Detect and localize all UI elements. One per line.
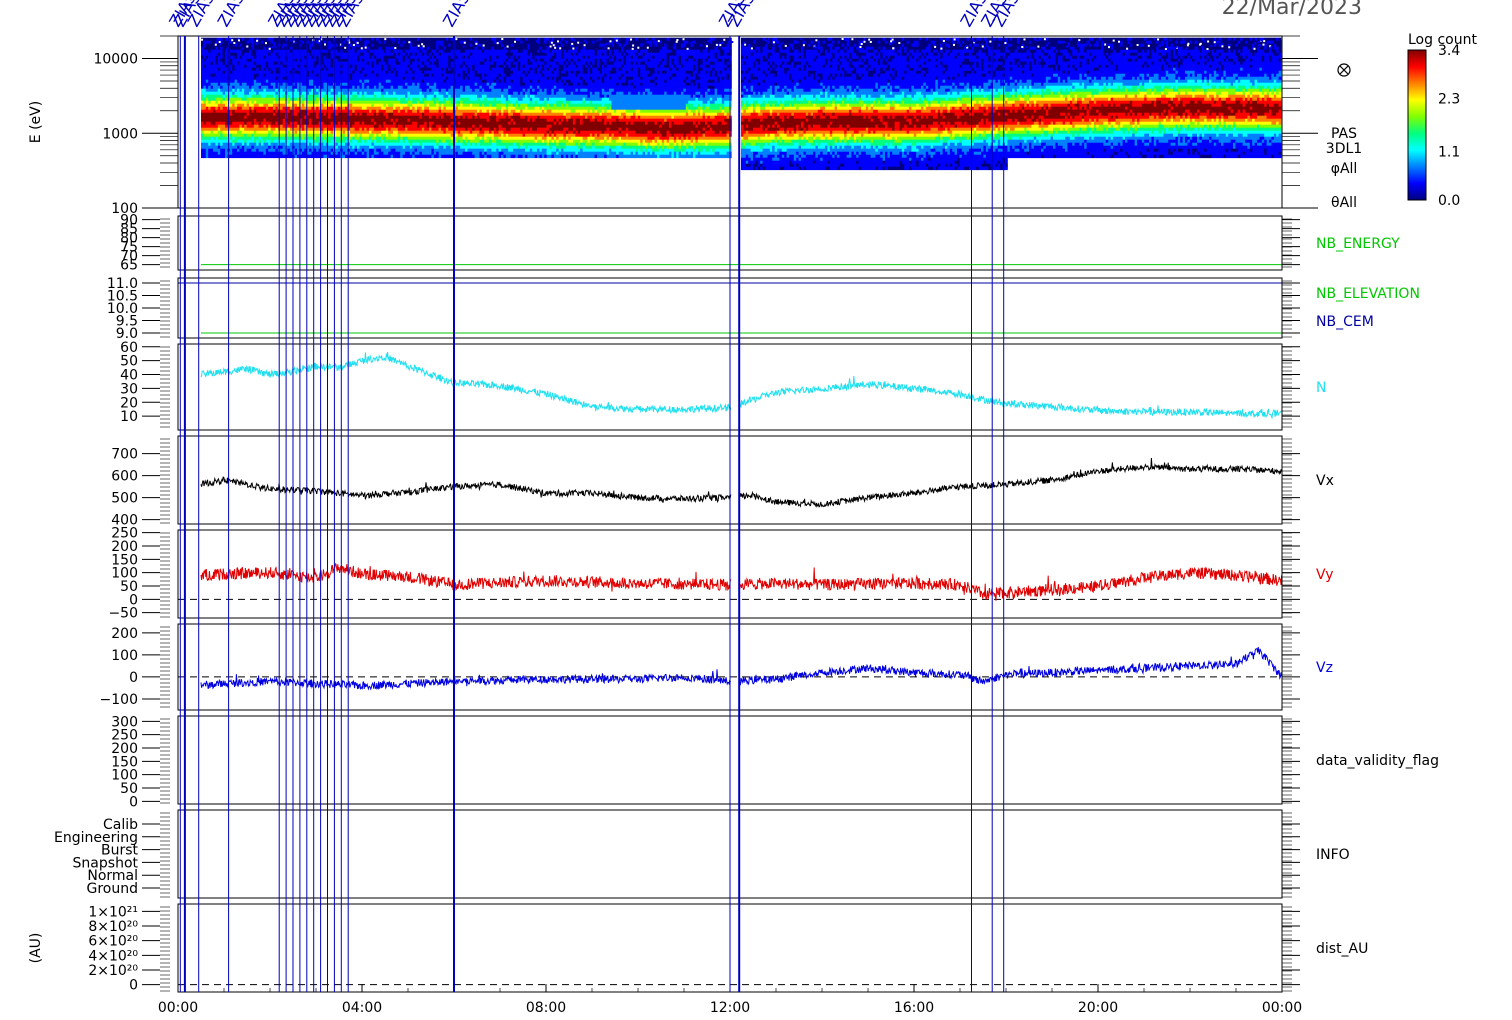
colorbar-ramp: [1408, 50, 1426, 200]
x-tick-label: 04:00: [342, 1000, 382, 1016]
x-tick-label: 16:00: [894, 1000, 934, 1016]
event-label: ZIAS: [214, 0, 249, 30]
y-tick-label: 0: [129, 670, 138, 686]
panel-label: N: [1316, 380, 1326, 396]
y-tick-label: −100: [100, 692, 138, 708]
y-tick-label: 0: [129, 978, 138, 994]
panel-label: θAll: [1331, 195, 1357, 211]
y-tick-label: 8×10²⁰: [88, 919, 138, 935]
panel-label: dist_AU: [1316, 941, 1368, 957]
event-label: ZIAS: [439, 0, 474, 30]
y-tick-label: 0: [129, 794, 138, 810]
series-line: [739, 568, 1281, 601]
y-tick-label: 700: [111, 447, 138, 463]
panel-label: Vy: [1316, 567, 1334, 583]
y-tick-label: Ground: [87, 881, 139, 897]
colorbar-tick-label: 2.3: [1438, 92, 1460, 108]
panel-label: data_validity_flag: [1316, 753, 1439, 769]
x-tick-label: 12:00: [710, 1000, 750, 1016]
date-title: 22/Mar/2023: [1222, 0, 1362, 20]
y-axis-label: (AU): [28, 933, 44, 964]
y-tick-label: 6×10²⁰: [88, 934, 138, 950]
spectrogram-layer: [201, 38, 1283, 170]
y-tick-label: 600: [111, 469, 138, 485]
x-tick-label: 00:00: [1262, 1000, 1302, 1016]
y-axis-label: E (eV): [28, 101, 44, 143]
panel-label: NB_ELEVATION: [1316, 286, 1420, 302]
x-tick-label: 00:00: [158, 1000, 198, 1016]
y-tick-label: 10000: [93, 52, 138, 68]
x-tick-label: 08:00: [526, 1000, 566, 1016]
series-line: [201, 477, 731, 503]
colorbar: Log count 3.42.31.10.0: [1408, 32, 1477, 209]
y-tick-label: 200: [111, 626, 138, 642]
y-tick-label: 10: [120, 409, 138, 425]
y-tick-label: 100: [111, 648, 138, 664]
colorbar-tick-label: 3.4: [1438, 43, 1460, 59]
y-tick-label: −50: [108, 606, 138, 622]
colorbar-tick-label: 1.1: [1438, 144, 1460, 160]
spectrogram-image: [201, 38, 1283, 170]
panel-label: NB_ENERGY: [1316, 236, 1400, 252]
y-tick-label: 1×10²¹: [88, 904, 138, 920]
series-line: [739, 458, 1281, 507]
y-tick-label: 2×10²⁰: [88, 963, 138, 979]
x-tick-label: 20:00: [1078, 1000, 1118, 1016]
colorbar-tick-label: 0.0: [1438, 193, 1460, 209]
y-tick-label: 65: [120, 258, 138, 274]
colorbar-ticks: 3.4 2.3 1.1 0.0: [1438, 43, 1460, 209]
series-line: [201, 669, 731, 689]
y-tick-label: 1000: [102, 126, 138, 142]
series-line: [201, 564, 731, 592]
panel-label: INFO: [1316, 847, 1350, 863]
series-line: [739, 647, 1281, 685]
series-line: [201, 352, 731, 413]
y-tick-label: 500: [111, 491, 138, 507]
direction-symbol-cross: [1340, 66, 1348, 74]
series-line: [739, 376, 1281, 418]
panel-label: Vx: [1316, 473, 1334, 489]
y-tick-label: 4×10²⁰: [88, 948, 138, 964]
panel-label: PAS: [1331, 126, 1357, 142]
panel-label: NB_CEM: [1316, 314, 1374, 330]
panel-label: 3DL1: [1326, 141, 1362, 157]
panel-label: φAll: [1331, 161, 1358, 177]
panel-label: Vz: [1316, 660, 1333, 676]
